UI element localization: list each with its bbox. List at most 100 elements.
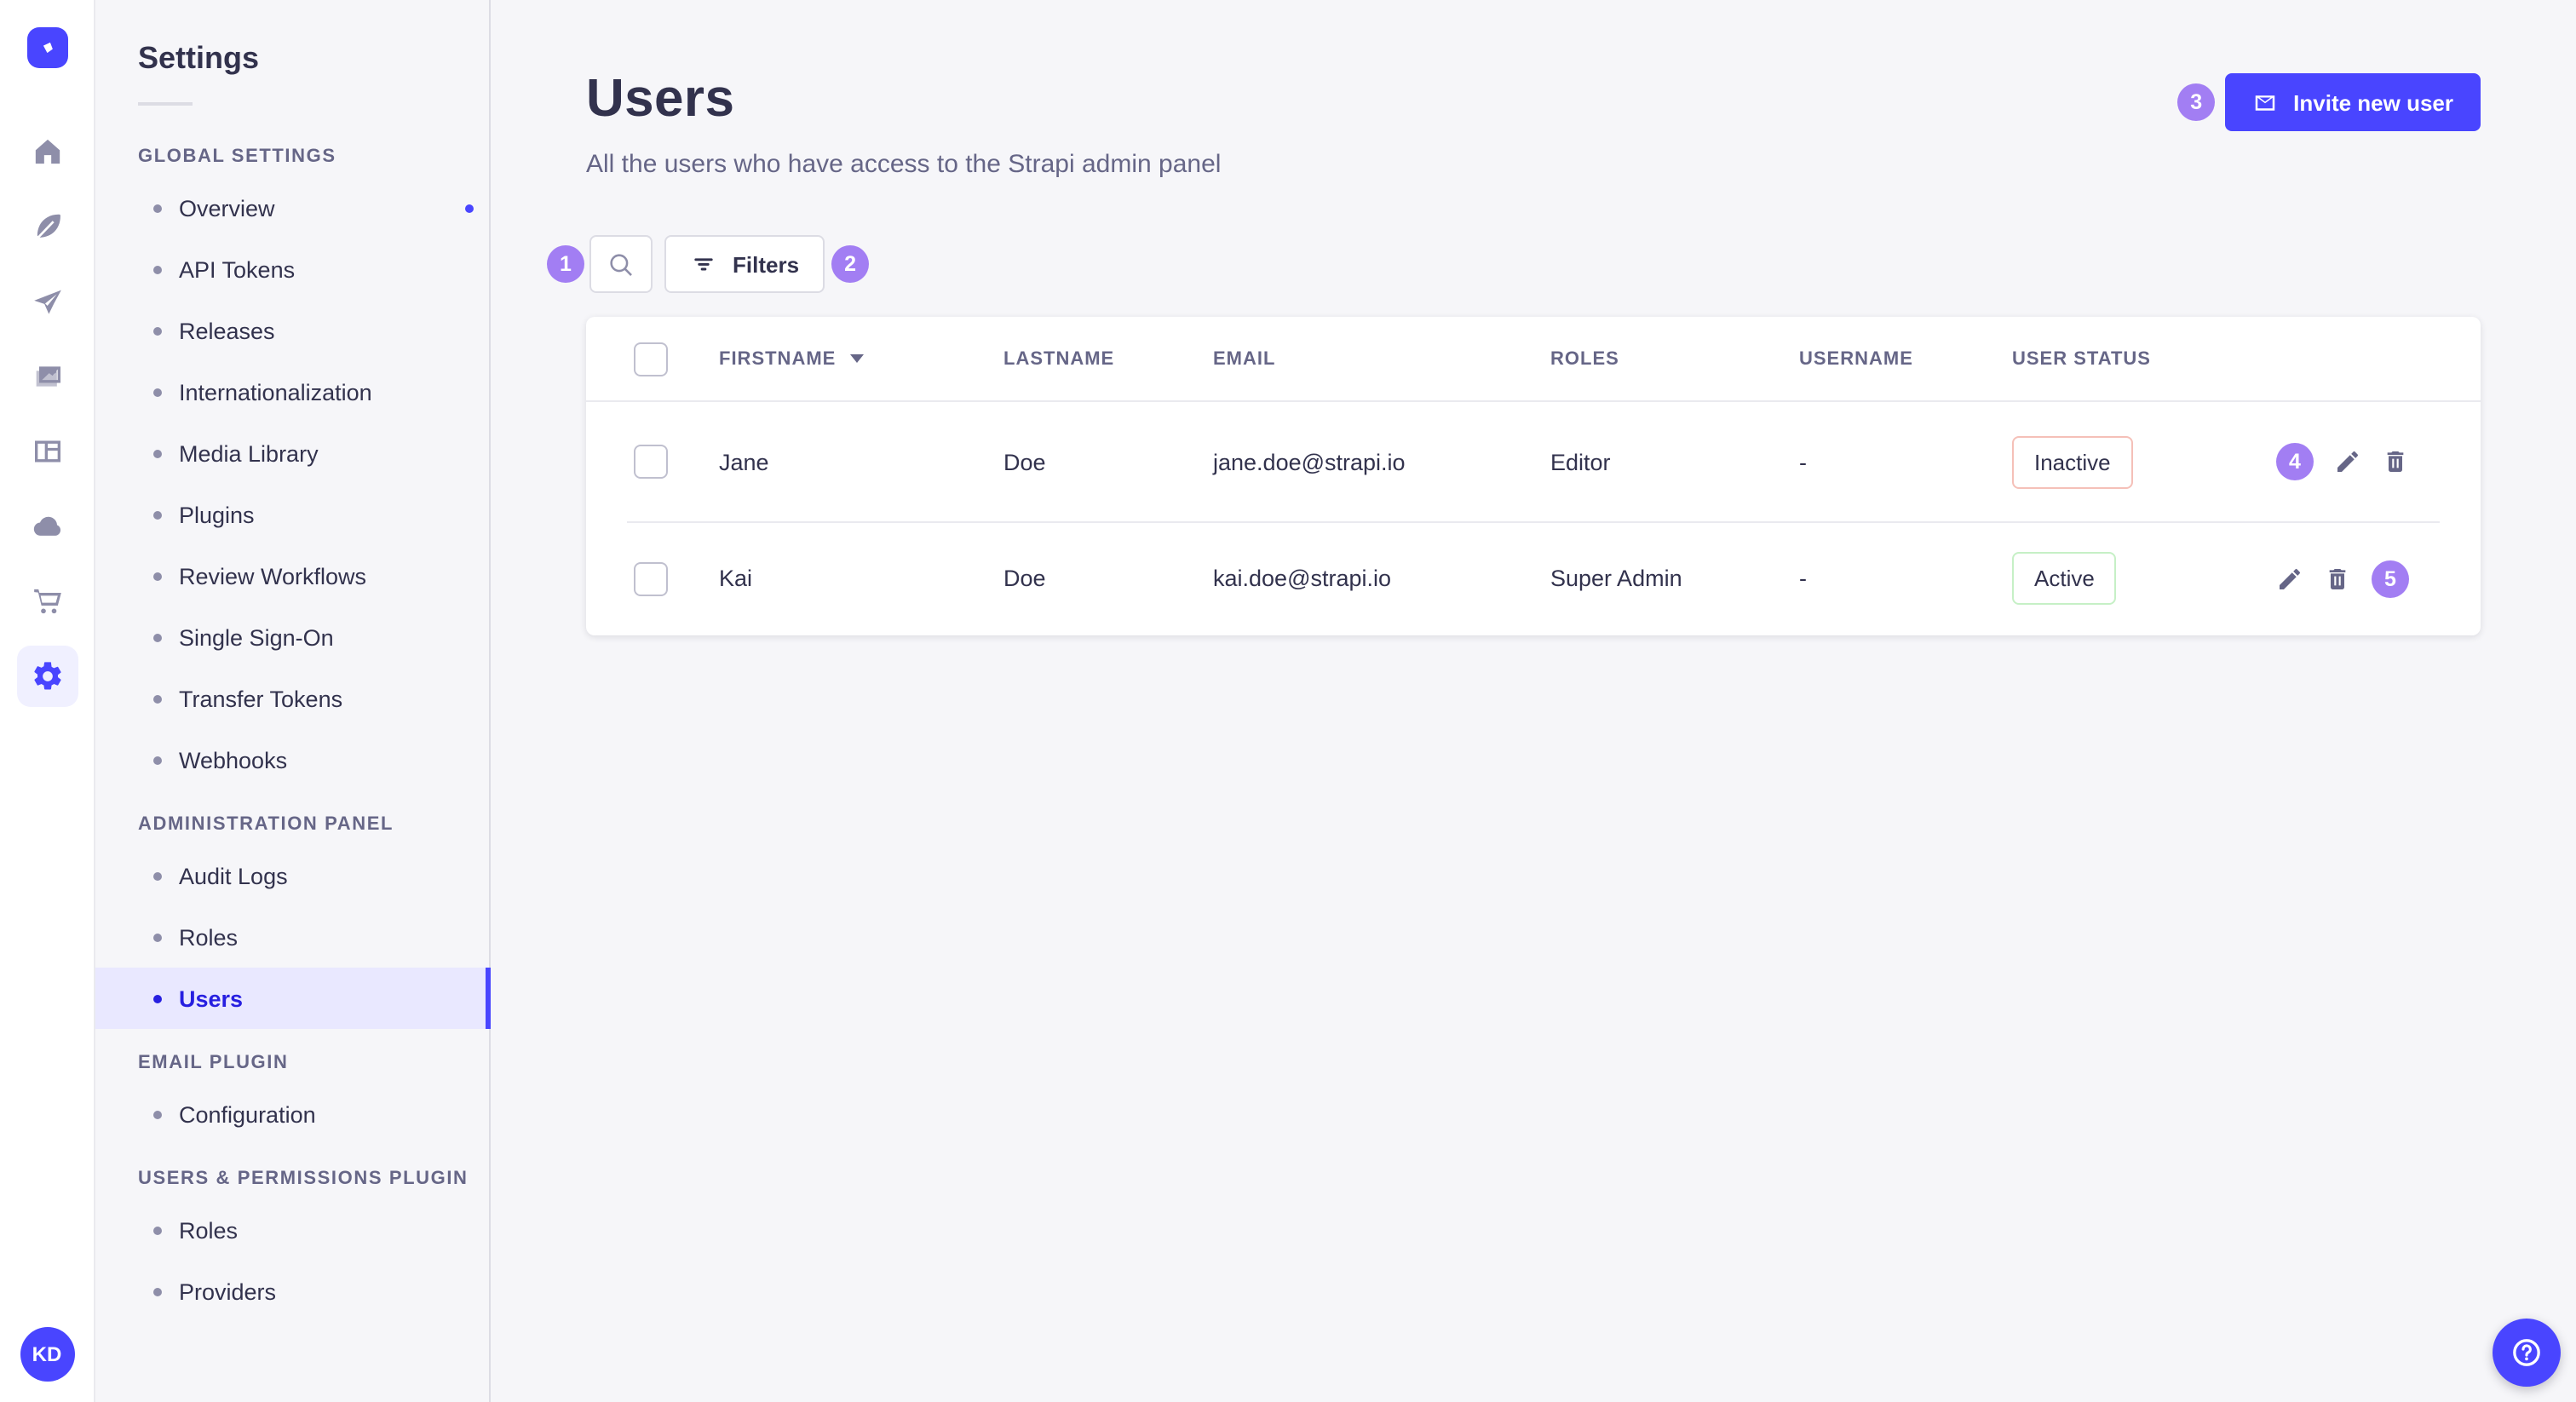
marketplace-icon	[30, 584, 64, 618]
column-header-user-status: USER STATUS	[2012, 348, 2276, 369]
search-button[interactable]	[589, 235, 653, 293]
sidebar-item-releases[interactable]: Releases	[95, 300, 489, 361]
bullet-icon	[153, 388, 162, 396]
column-header-label: FIRSTNAME	[719, 348, 837, 369]
invite-new-user-button[interactable]: Invite new user	[2225, 73, 2481, 131]
sidebar-item-media-library[interactable]: Media Library	[95, 422, 489, 484]
table-row: Kai Doe kai.doe@strapi.io Super Admin - Activ…	[586, 521, 2481, 635]
filter-icon	[694, 258, 713, 271]
rail-item-home[interactable]	[16, 121, 78, 182]
main-content: Users All the users who have access to t…	[491, 0, 2576, 1402]
filters-button[interactable]: Filters	[664, 235, 825, 293]
rail-item-settings[interactable]	[16, 646, 78, 707]
delete-trash-icon[interactable]	[2382, 448, 2409, 475]
edit-pencil-icon[interactable]	[2276, 565, 2303, 592]
rail-item-deploy[interactable]	[16, 271, 78, 332]
bullet-icon	[153, 1226, 162, 1234]
rail-item-content-manager[interactable]	[16, 421, 78, 482]
rail-item-marketplace[interactable]	[16, 571, 78, 632]
content-manager-icon	[30, 434, 64, 468]
column-header-label: USER STATUS	[2012, 348, 2151, 369]
table-header-row: FIRSTNAME LASTNAME EMAIL ROLES USERNAME USER …	[586, 317, 2481, 402]
edit-pencil-icon[interactable]	[2334, 448, 2361, 475]
column-header-label: ROLES	[1550, 348, 1619, 369]
filters-button-label: Filters	[733, 251, 800, 277]
cell-lastname: Doe	[1003, 449, 1046, 474]
sidebar-item-label: Configuration	[179, 1101, 316, 1127]
rail-item-cloud[interactable]	[16, 496, 78, 557]
cell-email: jane.doe@strapi.io	[1213, 449, 1406, 474]
cell-firstname: Jane	[719, 449, 769, 474]
sidebar-item-webhooks[interactable]: Webhooks	[95, 729, 489, 790]
user-avatar[interactable]: KD	[20, 1327, 74, 1382]
bullet-icon	[153, 265, 162, 273]
cloud-icon	[30, 509, 64, 543]
row-checkbox[interactable]	[634, 445, 668, 479]
cell-user-status: Active	[2012, 552, 2276, 605]
strapi-logo-icon[interactable]	[26, 27, 67, 68]
sidebar-item-label: Transfer Tokens	[179, 686, 343, 711]
sidebar-item-label: Single Sign-On	[179, 624, 334, 650]
bullet-icon	[153, 633, 162, 641]
bullet-icon	[153, 204, 162, 212]
help-button[interactable]	[2493, 1319, 2561, 1387]
row-checkbox-cell	[586, 561, 719, 595]
sidebar-sections: GLOBAL SETTINGS Overview API Tokens Release…	[95, 123, 491, 1322]
delete-trash-icon[interactable]	[2324, 565, 2351, 592]
sidebar-item-single-sign-on[interactable]: Single Sign-On	[95, 606, 489, 668]
sidebar-item-overview[interactable]: Overview	[95, 177, 489, 238]
sidebar-item-providers[interactable]: Providers	[95, 1261, 489, 1322]
media-library-icon	[30, 359, 64, 394]
cell-lastname: Doe	[1003, 566, 1046, 591]
sidebar-item-configuration[interactable]: Configuration	[95, 1083, 489, 1145]
column-header-label: EMAIL	[1213, 348, 1276, 369]
search-icon	[610, 253, 632, 275]
bullet-icon	[153, 572, 162, 580]
status-badge: Active	[2012, 552, 2117, 605]
mail-icon	[2255, 95, 2275, 110]
row-checkbox[interactable]	[634, 561, 668, 595]
bullet-icon	[153, 1110, 162, 1118]
column-header-firstname: FIRSTNAME	[719, 348, 1003, 369]
sidebar-item-api-tokens[interactable]: API Tokens	[95, 238, 489, 300]
home-icon	[30, 135, 64, 169]
sidebar-item-plugins[interactable]: Plugins	[95, 484, 489, 545]
annotation-badge-1: 1	[547, 245, 584, 283]
cell-roles: Super Admin	[1550, 566, 1682, 591]
annotation-badge-2: 2	[831, 245, 870, 283]
rail-item-content-type-builder[interactable]	[16, 196, 78, 257]
column-header-roles: ROLES	[1550, 348, 1799, 369]
notification-dot	[465, 204, 474, 212]
column-header-lastname: LASTNAME	[1003, 348, 1213, 369]
sidebar-item-audit-logs[interactable]: Audit Logs	[95, 845, 489, 906]
select-all-checkbox[interactable]	[634, 342, 668, 376]
sidebar-item-roles[interactable]: Roles	[95, 1199, 489, 1261]
sidebar-item-users[interactable]: Users	[95, 968, 491, 1029]
header-actions: 3 Invite new user	[2177, 73, 2481, 131]
sidebar-item-internationalization[interactable]: Internationalization	[95, 361, 489, 422]
sort-descending-icon[interactable]	[849, 354, 864, 363]
sidebar-item-label: Roles	[179, 924, 239, 950]
rail-item-media-library[interactable]	[16, 346, 78, 407]
content-type-builder-icon	[30, 210, 64, 244]
question-mark-icon	[2513, 1339, 2540, 1366]
cell-firstname: Kai	[719, 566, 753, 591]
bullet-icon	[153, 449, 162, 457]
invite-button-label: Invite new user	[2293, 89, 2453, 115]
row-actions: 5	[2276, 560, 2484, 597]
cell-username: -	[1799, 449, 1807, 474]
settings-icon	[30, 659, 64, 693]
sidebar-item-label: Review Workflows	[179, 563, 367, 589]
sidebar-item-review-workflows[interactable]: Review Workflows	[95, 545, 489, 606]
column-header-username: USERNAME	[1799, 348, 2012, 369]
main-nav-rail: KD	[0, 0, 95, 1402]
sidebar-item-roles[interactable]: Roles	[95, 906, 489, 968]
sidebar-item-transfer-tokens[interactable]: Transfer Tokens	[95, 668, 489, 729]
page-subtitle: All the users who have access to the Str…	[586, 150, 1222, 179]
annotation-badge-5: 5	[2372, 560, 2409, 597]
bullet-icon	[153, 756, 162, 764]
bullet-icon	[153, 994, 162, 1003]
sidebar-item-label: Releases	[179, 318, 275, 343]
settings-sidebar: Settings GLOBAL SETTINGS Overview API Toke…	[95, 0, 491, 1402]
